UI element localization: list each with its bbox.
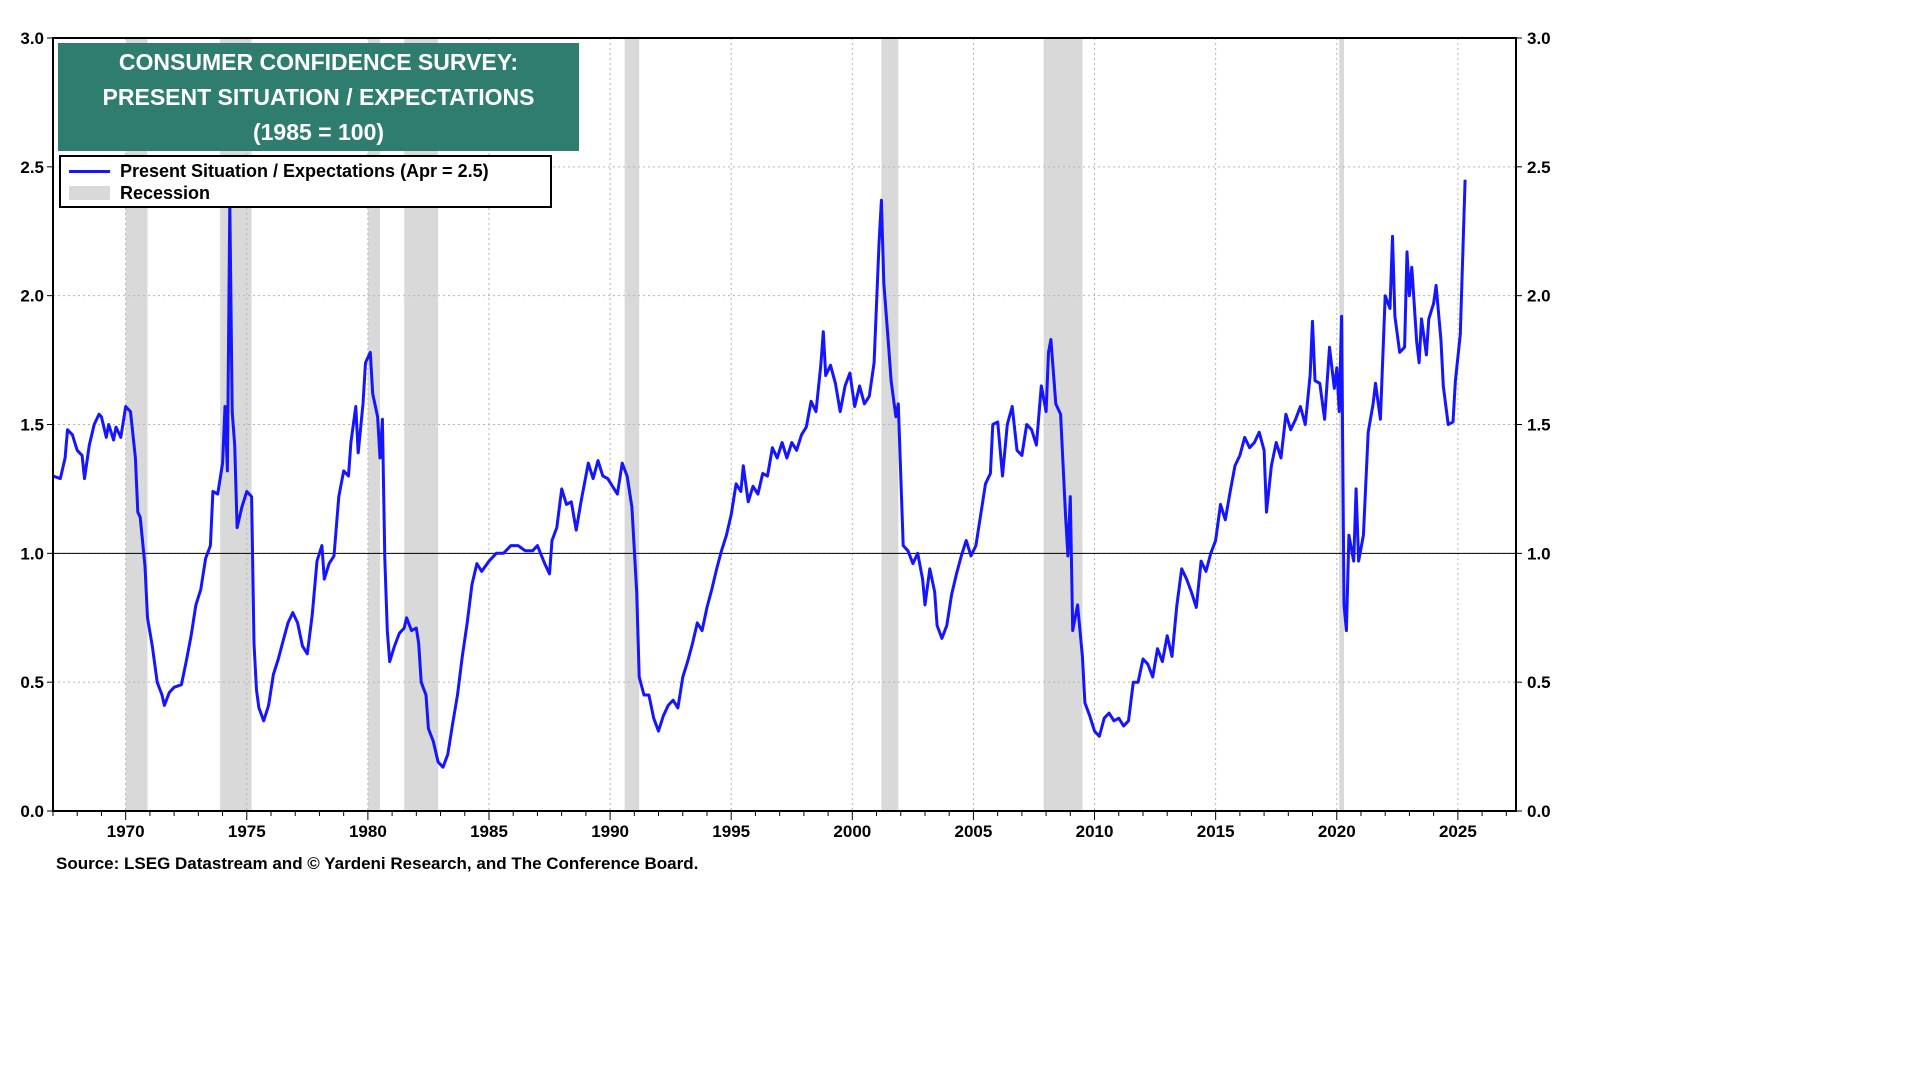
legend-item-series: Present Situation / Expectations (Apr = …: [69, 160, 489, 182]
x-tick-label: 2000: [833, 822, 871, 841]
x-tick-label: 1970: [107, 822, 145, 841]
x-tick-label: 2010: [1076, 822, 1114, 841]
chart: 1970 1975 1980 1985 1990 1995 2000 2005 2010 2015…: [20, 29, 1550, 841]
x-tick-label: 1980: [349, 822, 387, 841]
x-tick-label: 1985: [470, 822, 508, 841]
y-axis: 0.0 0.0 0.5 0.5 1.0 1.0 1.5 1.5 2.0 2.0 2.5 2.5 3.0 3…: [20, 29, 1550, 821]
x-tick-label: 1990: [591, 822, 629, 841]
y-tick-label-right: 1.5: [1527, 416, 1551, 435]
legend-label-recession: Recession: [120, 182, 211, 203]
x-tick-label: 2020: [1318, 822, 1356, 841]
y-tick-label-right: 3.0: [1527, 29, 1551, 48]
source-note: Source: LSEG Datastream and © Yardeni Re…: [56, 854, 699, 873]
y-tick-label-left: 1.0: [20, 544, 44, 563]
x-tick-label: 1975: [228, 822, 266, 841]
x-tick-label: 2015: [1197, 822, 1235, 841]
y-tick-label-left: 2.5: [20, 158, 44, 177]
series-layer: [52, 179, 1467, 769]
legend-label-series: Present Situation / Expectations (Apr = …: [120, 160, 489, 181]
grid-lines: [53, 38, 1516, 811]
y-tick-label-right: 2.0: [1527, 287, 1551, 306]
y-tick-label-left: 3.0: [20, 29, 44, 48]
series-line: [52, 179, 1467, 769]
y-tick-label-right: 1.0: [1527, 544, 1551, 563]
legend-swatch-recession: [69, 186, 110, 200]
y-tick-label-right: 0.5: [1527, 673, 1551, 692]
x-tick-label: 2025: [1439, 822, 1477, 841]
legend-swatch-series: [69, 169, 110, 173]
legend: Present Situation / Expectations (Apr = …: [59, 155, 552, 208]
y-tick-label-left: 0.5: [20, 673, 44, 692]
legend-item-recession: Recession: [69, 182, 210, 204]
recession-band: [125, 38, 148, 811]
y-tick-label-left: 2.0: [20, 287, 44, 306]
x-tick-label: 1995: [712, 822, 750, 841]
y-tick-label-left: 1.5: [20, 416, 44, 435]
recession-band: [624, 38, 640, 811]
chart-title-line-3: (1985 = 100): [252, 119, 385, 145]
x-tick-label: 2005: [955, 822, 993, 841]
y-tick-label-right: 2.5: [1527, 158, 1551, 177]
x-axis: 1970 1975 1980 1985 1990 1995 2000 2005 2010 2015…: [52, 811, 1507, 841]
y-tick-label-right: 0.0: [1527, 802, 1551, 821]
y-tick-label-left: 0.0: [20, 802, 44, 821]
chart-title-line-1: CONSUMER CONFIDENCE SURVEY:: [118, 49, 519, 75]
chart-title-line-2: PRESENT SITUATION / EXPECTATIONS: [102, 84, 535, 110]
chart-title-box: CONSUMER CONFIDENCE SURVEY: PRESENT SITU…: [58, 43, 579, 151]
